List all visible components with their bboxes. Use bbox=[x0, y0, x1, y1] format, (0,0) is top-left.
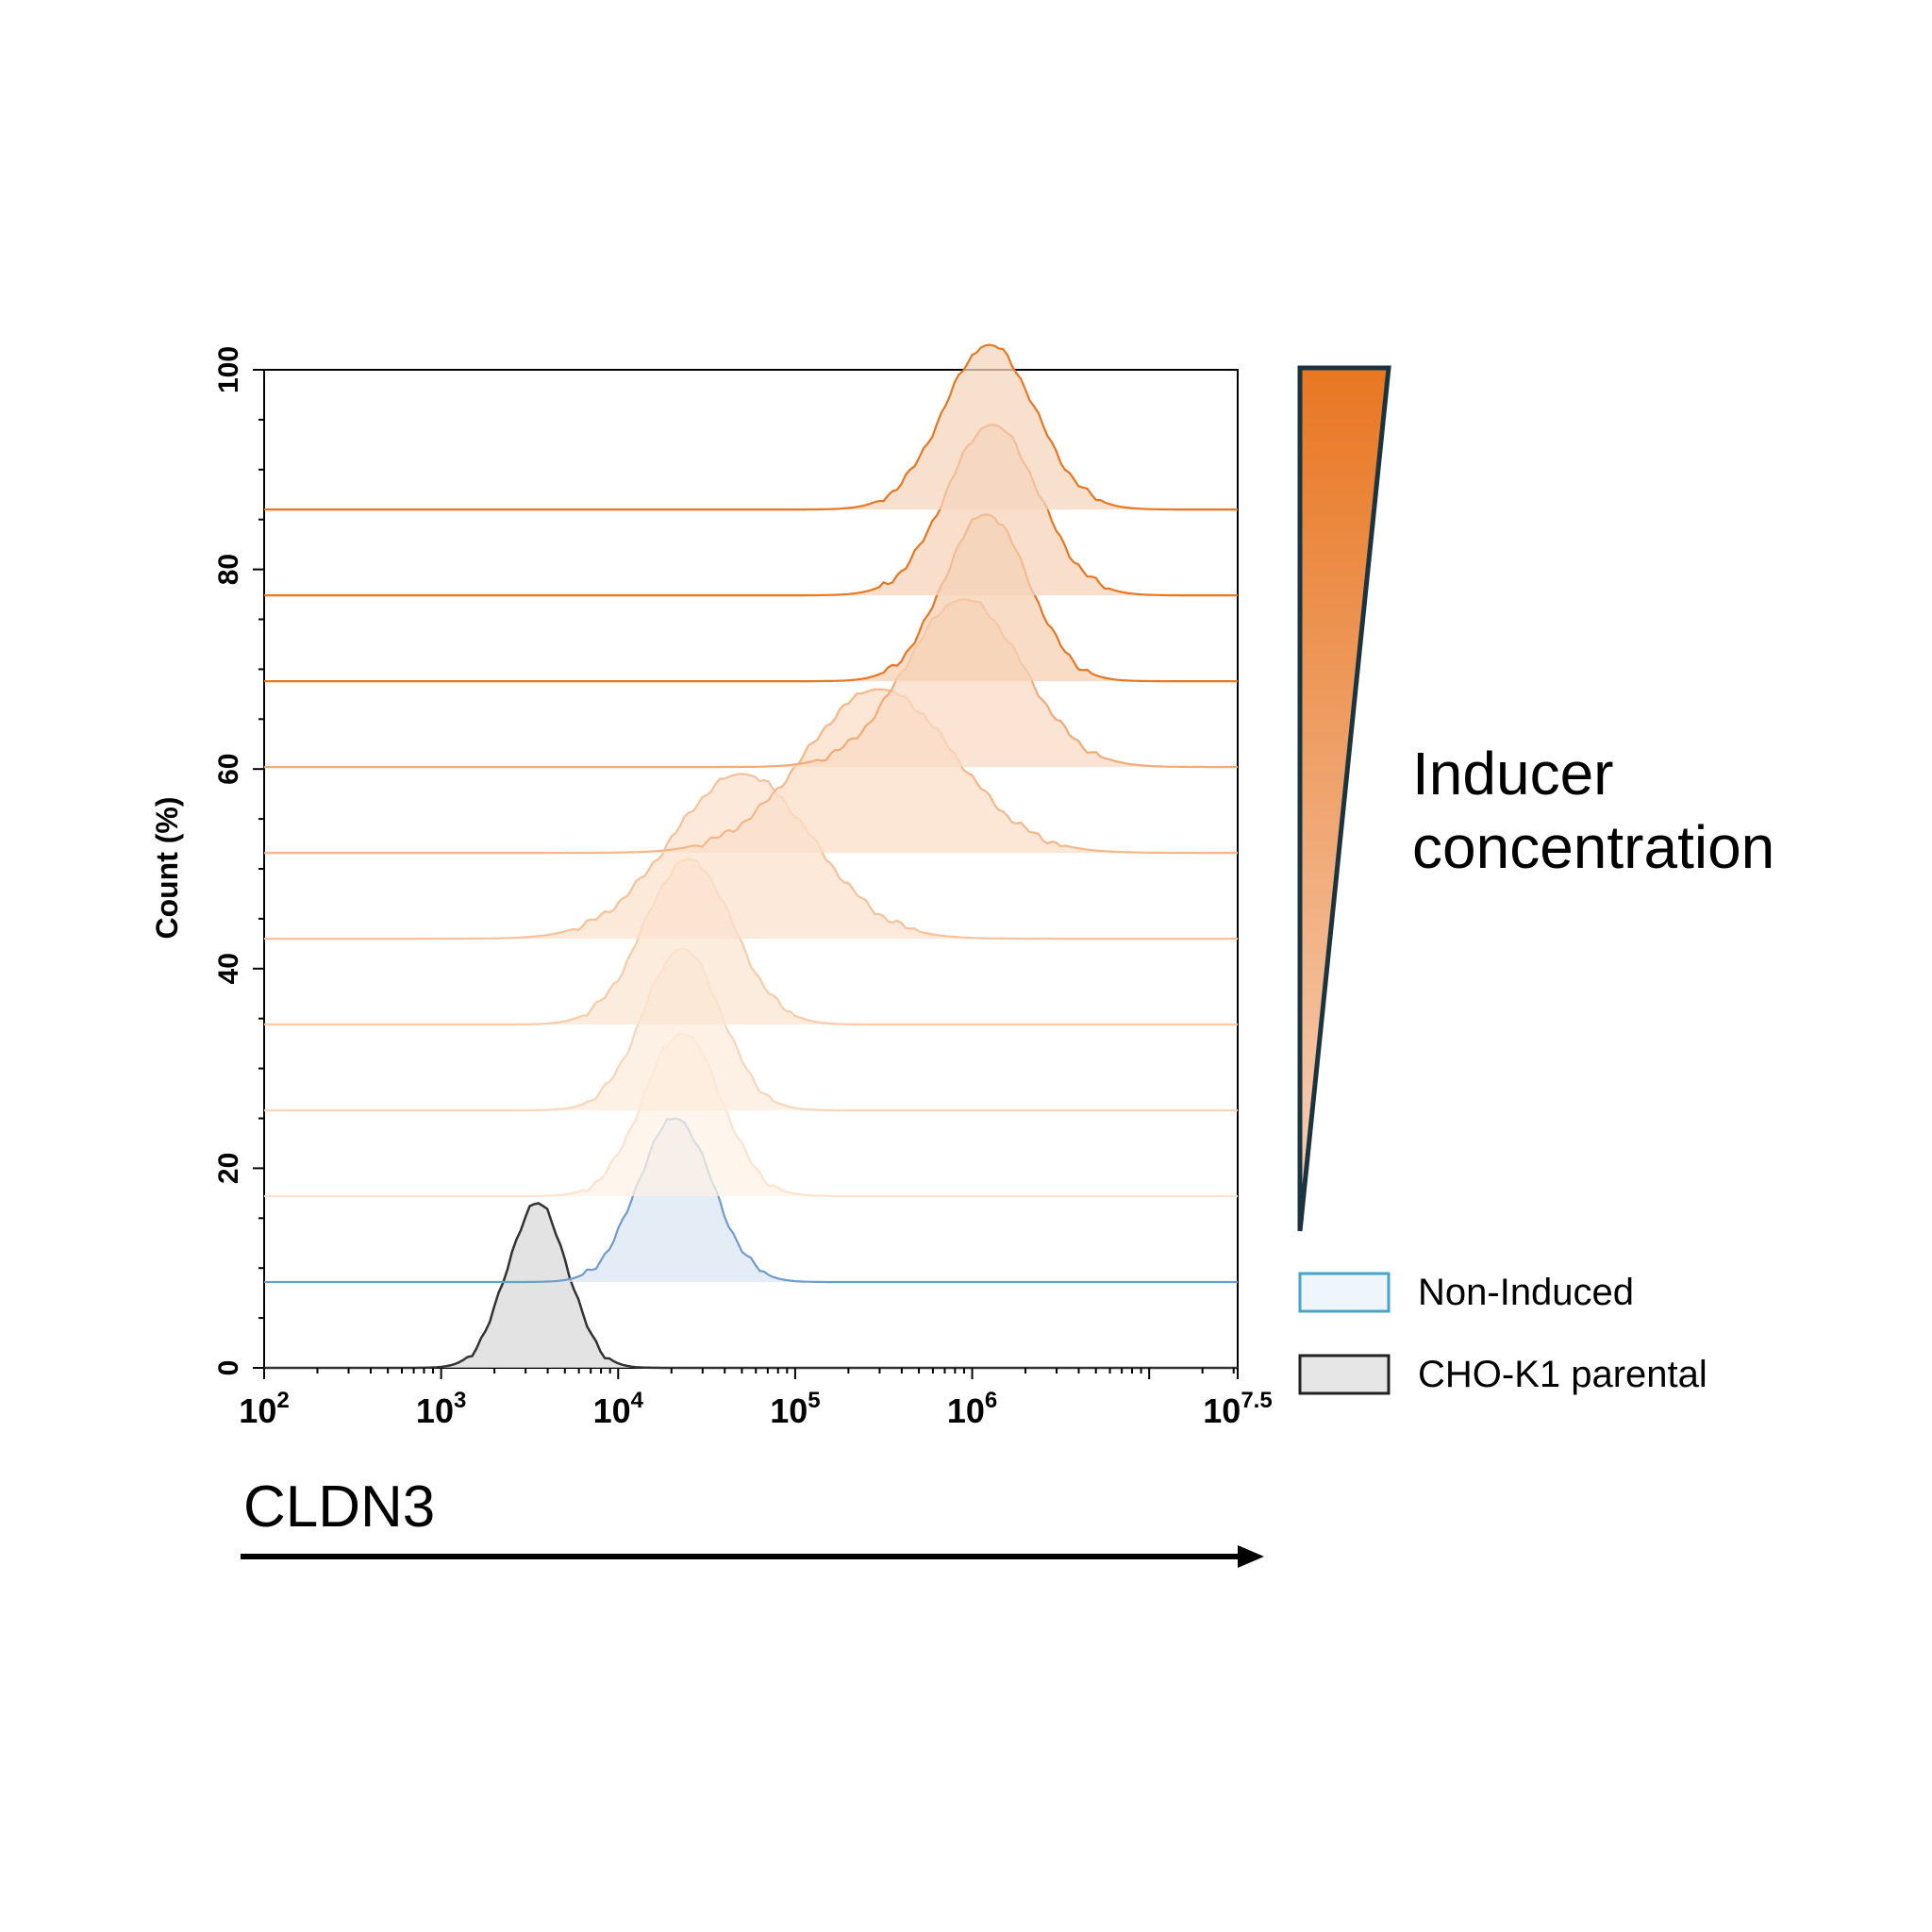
histogram-line-7 bbox=[264, 598, 1238, 769]
legend-label-cho-k1-parental: CHO-K1 parental bbox=[1418, 1354, 1707, 1395]
y-tick-label: 40 bbox=[213, 953, 244, 984]
histogram-line-6 bbox=[264, 688, 1238, 855]
y-tick-label: 60 bbox=[213, 754, 244, 785]
x-axis-arrow-head bbox=[1238, 1545, 1264, 1568]
histogram-line-0 bbox=[264, 1202, 1238, 1370]
x-axis-label: CLDN3 bbox=[243, 1474, 435, 1540]
x-tick-label: 105 bbox=[770, 1388, 820, 1430]
histogram-line-1 bbox=[264, 1117, 1238, 1284]
histogram-series bbox=[264, 343, 1238, 1370]
histogram-fill-4 bbox=[264, 858, 1238, 1024]
histogram-fill-6 bbox=[264, 689, 1238, 854]
x-tick-label: 102 bbox=[239, 1388, 289, 1430]
y-tick-label: 0 bbox=[213, 1360, 244, 1376]
histogram-fill-5 bbox=[264, 774, 1238, 940]
histogram-line-2 bbox=[264, 1032, 1238, 1198]
y-tick-label: 100 bbox=[213, 346, 244, 393]
inducer-label-line2: concentration bbox=[1412, 813, 1774, 881]
y-tick-label: 80 bbox=[213, 554, 244, 585]
histogram-line-10 bbox=[264, 343, 1238, 511]
legend-swatch-cho-k1-parental bbox=[1298, 1354, 1391, 1395]
legend-swatch-non-induced bbox=[1298, 1272, 1391, 1313]
histogram-line-8 bbox=[264, 513, 1238, 683]
x-tick-label: 104 bbox=[593, 1388, 644, 1430]
axis-ticks: 0 20 40 60 80 100 102 103 104 105 106 107.5 bbox=[213, 346, 1273, 1430]
y-axis-label: Count (%) bbox=[150, 796, 184, 939]
histogram-line-3 bbox=[264, 947, 1238, 1112]
inducer-gradient-wedge bbox=[1297, 365, 1391, 1232]
histogram-fill-10 bbox=[264, 344, 1238, 510]
legend-label-non-induced: Non-Induced bbox=[1418, 1272, 1634, 1313]
y-tick-label: 20 bbox=[213, 1153, 244, 1184]
inducer-label-line1: Inducer bbox=[1412, 740, 1613, 808]
histogram-fill-3 bbox=[264, 948, 1238, 1110]
histogram-line-5 bbox=[264, 773, 1238, 941]
histogram-line-4 bbox=[264, 858, 1238, 1026]
x-tick-label: 107.5 bbox=[1203, 1388, 1272, 1430]
x-tick-label: 103 bbox=[416, 1388, 466, 1430]
histogram-fill-0 bbox=[264, 1203, 1238, 1368]
histogram-line-9 bbox=[264, 424, 1238, 597]
x-tick-label: 106 bbox=[947, 1388, 997, 1430]
